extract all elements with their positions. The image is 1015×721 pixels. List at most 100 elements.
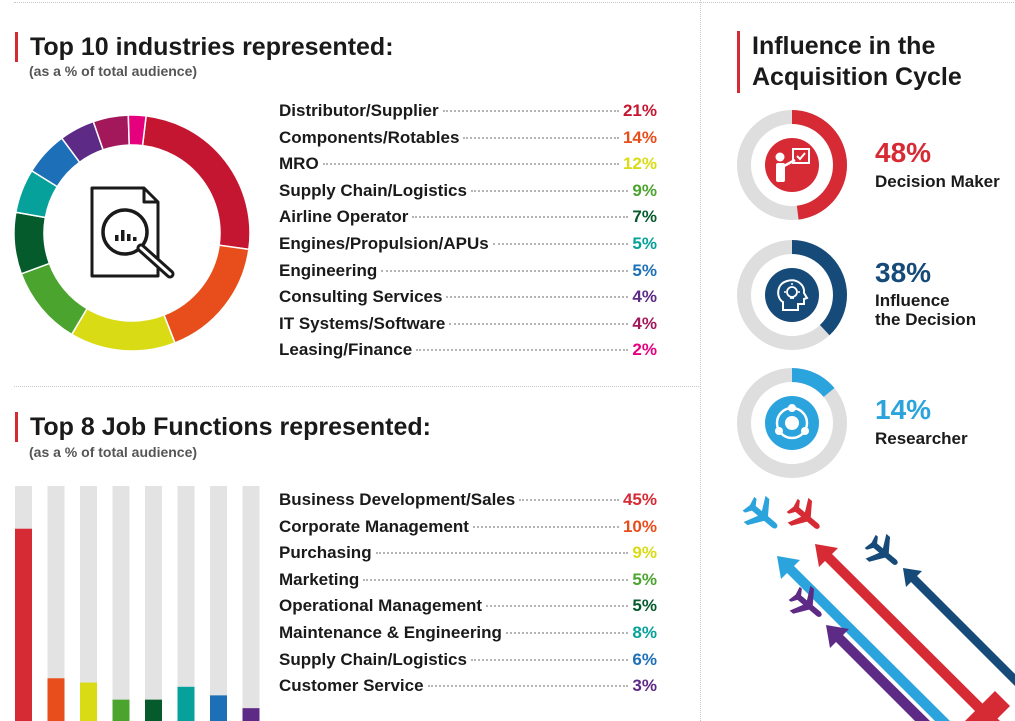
industry-label-mro: MRO (279, 154, 319, 174)
presenter-icon (765, 138, 819, 192)
dot-leader (472, 525, 619, 528)
industry-label-it-systems-software: IT Systems/Software (279, 313, 446, 333)
job-label-operational-management: Operational Management (279, 596, 483, 616)
bar-marketing (112, 699, 130, 721)
job-legend-row: Customer Service 3% (279, 676, 657, 703)
job-legend-row: Business Development/Sales 45% (279, 490, 657, 517)
bar-track-maintenance-engineering (177, 486, 195, 721)
jobs-bar-chart (15, 486, 260, 721)
job-value-customer-service: 3% (632, 676, 657, 696)
industry-legend-row: MRO 12% (279, 154, 657, 181)
dot-leader (492, 242, 629, 245)
airplanes-illustration (737, 490, 1015, 721)
jobs-title: Top 8 Job Functions represented: (15, 412, 431, 442)
influence-title-line2: Acquisition Cycle (752, 63, 962, 91)
ring-arc (737, 110, 847, 220)
industry-value-consulting-services: 4% (632, 287, 657, 307)
decision-maker-percent: 48% (875, 137, 932, 168)
bar-track-corporate-management (47, 486, 65, 721)
researcher-label: Researcher (875, 429, 968, 448)
industry-label-supply-chain-logistics: Supply Chain/Logistics (279, 180, 467, 200)
ring-arc (737, 240, 847, 350)
decision-maker-label: Decision Maker (875, 172, 1000, 191)
job-label-corporate-management: Corporate Management (279, 516, 469, 536)
industry-label-distributor-supplier: Distributor/Supplier (279, 101, 439, 120)
industry-legend-row: Distributor/Supplier 21% (279, 101, 657, 128)
donut-slice-leasing-finance (127, 114, 147, 147)
dot-leader (381, 269, 629, 272)
job-value-business-development-sales: 45% (622, 490, 657, 509)
donut-slice-mro (70, 307, 176, 352)
job-legend-row: Maintenance & Engineering 8% (279, 623, 657, 650)
dot-leader (322, 163, 619, 166)
industries-legend: Distributor/Supplier 21% Components/Rotabl… (279, 101, 657, 367)
influence-decision-label: Influence the Decision (875, 291, 976, 329)
industries-subtitle: (as a % of total audience) (29, 63, 198, 79)
job-label-maintenance-engineering: Maintenance & Engineering (279, 622, 502, 642)
researcher-ring (737, 368, 847, 478)
bar-purchasing (80, 682, 97, 721)
jobs-legend: Business Development/Sales 45% Corporate M… (279, 490, 657, 703)
bar-track-operational-management (145, 486, 162, 721)
industry-value-mro: 12% (622, 154, 657, 174)
dot-leader (486, 605, 629, 608)
industry-legend-row: Components/Rotables 14% (279, 128, 657, 155)
dot-leader (470, 658, 629, 661)
industry-value-it-systems-software: 4% (632, 313, 657, 333)
bar-supply-chain-logistics (210, 695, 227, 721)
industry-legend-row: Consulting Services 4% (279, 287, 657, 314)
lightbulb-head-icon (765, 268, 819, 322)
influence-title-line1: Influence in the (752, 32, 936, 60)
job-legend-row: Corporate Management 10% (279, 517, 657, 544)
job-value-maintenance-engineering: 8% (632, 622, 657, 642)
industry-legend-row: Engines/Propulsion/APUs 5% (279, 234, 657, 261)
researcher-label-line1: Researcher (875, 429, 968, 448)
bar-corporate-management (47, 678, 65, 721)
influence-decision-ring (737, 240, 847, 350)
industry-value-engines-propulsion-apus: 5% (632, 233, 657, 253)
jobs-subtitle: (as a % of total audience) (29, 444, 198, 460)
dot-leader (446, 296, 629, 299)
dot-leader (505, 631, 629, 634)
job-value-operational-management: 5% (632, 596, 657, 616)
industry-legend-row: Leasing/Finance 2% (279, 340, 657, 367)
bar-business-development-sales (15, 528, 32, 721)
job-label-purchasing: Purchasing (279, 543, 372, 563)
job-legend-row: Operational Management 5% (279, 596, 657, 623)
influence-decision-label-line2: the Decision (875, 310, 977, 329)
dot-leader (449, 322, 629, 325)
job-label-customer-service: Customer Service (279, 676, 424, 696)
industry-legend-row: Supply Chain/Logistics 9% (279, 181, 657, 208)
industry-label-leasing-finance: Leasing/Finance (279, 340, 413, 360)
industry-value-airline-operator: 7% (632, 207, 657, 227)
ring-arc (737, 368, 847, 478)
donut-slice-airline-operator (13, 211, 51, 275)
bar-operational-management (145, 699, 162, 721)
column-divider (700, 0, 701, 721)
industry-legend-row: Engineering 5% (279, 261, 657, 288)
bar-maintenance-engineering (177, 686, 195, 721)
top-divider (14, 2, 1014, 3)
network-icon (765, 396, 819, 450)
bar-track-customer-service (242, 486, 260, 721)
influence-decision-percent: 38% (875, 257, 932, 288)
industry-value-distributor-supplier: 21% (622, 101, 657, 120)
dot-leader (463, 136, 619, 139)
section-divider (14, 386, 699, 387)
industry-label-consulting-services: Consulting Services (279, 287, 443, 307)
bar-customer-service (242, 708, 260, 721)
document-magnifier-icon (90, 186, 175, 279)
job-legend-row: Supply Chain/Logistics 6% (279, 650, 657, 677)
bar-track-supply-chain-logistics (210, 486, 227, 721)
decision-maker-label-line1: Decision Maker (875, 172, 1000, 191)
dot-leader (442, 110, 619, 112)
job-legend-row: Purchasing 9% (279, 543, 657, 570)
industry-label-engines-propulsion-apus: Engines/Propulsion/APUs (279, 233, 489, 253)
industry-value-engineering: 5% (632, 260, 657, 280)
dot-leader (412, 216, 629, 219)
industry-label-airline-operator: Airline Operator (279, 207, 409, 227)
dot-leader (427, 685, 629, 688)
job-label-supply-chain-logistics: Supply Chain/Logistics (279, 649, 467, 669)
industry-value-components-rotables: 14% (622, 127, 657, 147)
job-legend-row: Marketing 5% (279, 570, 657, 597)
